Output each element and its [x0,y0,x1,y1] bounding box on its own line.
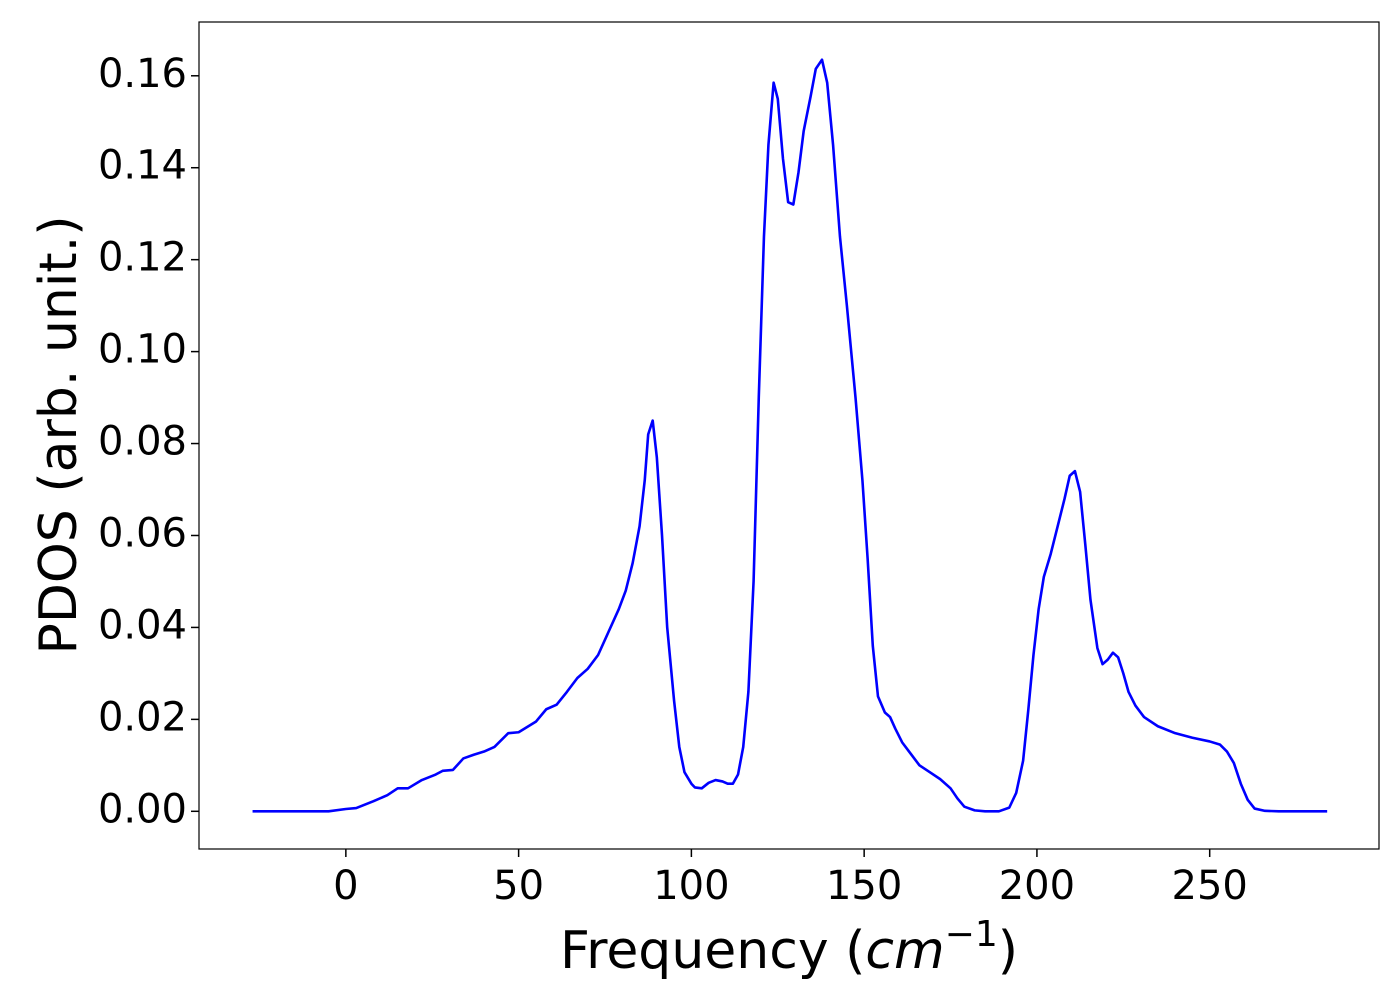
line [252,58,1328,813]
x-label-part: −1 [945,914,998,955]
x-axis-label: Frequency (cm−1) [560,914,1018,981]
x-label-part: Frequency ( [560,921,865,981]
y-tick-label: 0.12 [98,235,187,281]
x-tick-label: 200 [999,863,1075,909]
x-tick-label: 50 [493,863,544,909]
x-tick-label: 150 [826,863,902,909]
y-tick-label: 0.02 [98,694,187,740]
y-tick-label: 0.08 [98,419,187,465]
y-tick-label: 0.06 [98,510,187,556]
y-tick-label: 0.16 [98,51,187,97]
y-tick-label: 0.10 [98,327,187,373]
x-tick-label: 100 [653,863,729,909]
y-tick-label: 0.04 [98,602,187,648]
plot-frame [198,21,1380,850]
y-tick-label: 0.14 [98,143,187,189]
y-axis-label: PDOS (arb. unit.) [29,215,89,654]
y-tick-label: 0.00 [98,786,187,832]
x-label-part: ) [998,921,1018,981]
x-tick-label: 0 [333,863,358,909]
x-label-part: cm [865,921,944,981]
x-tick-label: 250 [1172,863,1248,909]
